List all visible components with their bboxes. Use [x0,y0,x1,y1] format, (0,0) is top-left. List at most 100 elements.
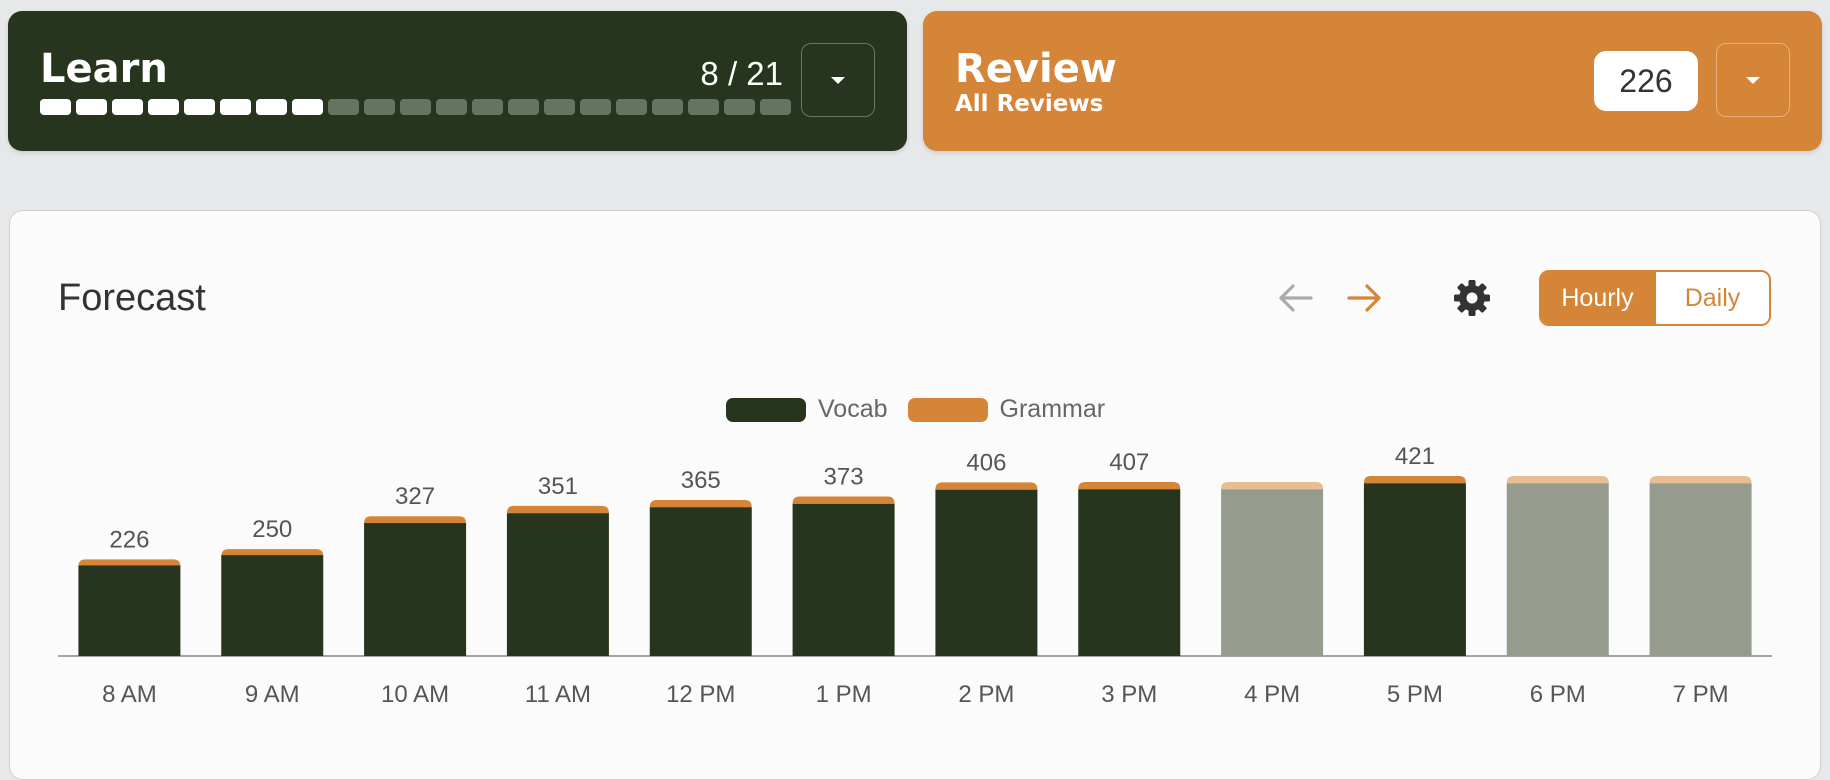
progress-segment [652,99,683,115]
daily-toggle-button[interactable]: Daily [1654,272,1769,324]
x-tick-label: 6 PM [1530,681,1586,708]
caret-down-icon [1746,76,1760,84]
progress-segment [148,99,179,115]
bar-grammar [1363,476,1466,484]
bar-grammar [221,549,324,557]
bar-group: 407 3 PM [1078,449,1181,708]
bar-vocab [1078,489,1181,656]
bar-vocab [935,489,1038,656]
progress-segment [436,99,467,115]
x-tick-label: 12 PM [666,681,735,708]
bar-vocab [506,513,609,656]
review-title: Review [955,46,1117,92]
bar-vocab [1221,489,1324,656]
bar-total-label: 406 [966,449,1006,476]
bar-group: 327 10 AM [364,483,467,708]
learn-dropdown-button[interactable] [801,43,875,117]
x-tick-label: 2 PM [958,681,1014,708]
prev-arrow-button[interactable] [1270,273,1320,323]
progress-segment [400,99,431,115]
legend-item-vocab: Vocab [726,395,888,424]
x-tick-label: 8 AM [102,681,157,708]
bar-grammar [506,505,609,514]
bar-vocab [1363,483,1466,656]
bar-vocab [221,555,324,656]
chart-legend: Vocab Grammar [726,395,1113,424]
progress-segment [76,99,107,115]
review-card[interactable]: Review All Reviews 226 [923,11,1822,151]
learn-card[interactable]: Learn 8 / 21 [8,11,907,151]
legend-item-grammar: Grammar [907,395,1106,424]
x-tick-label: 10 AM [381,681,449,708]
hourly-toggle-button[interactable]: Hourly [1541,272,1654,324]
review-subtitle: All Reviews [955,91,1104,117]
forecast-panel: Forecast Hourly Daily [9,210,1821,780]
bar-total-label: 226 [109,526,149,553]
progress-segment [364,99,395,115]
bar-total-label: 327 [395,483,435,510]
progress-segment [580,99,611,115]
bar-total-label: 421 [1395,443,1435,470]
gear-icon [1454,280,1490,316]
progress-segment [544,99,575,115]
bar-group: 365 12 PM [649,467,752,708]
x-tick-label: 5 PM [1387,681,1443,708]
bar-total-label: 373 [824,464,864,491]
bar-grammar [1221,481,1324,490]
legend-label-vocab: Vocab [818,395,888,423]
bar-vocab [792,503,895,656]
caret-down-icon [831,76,845,84]
review-dropdown-button[interactable] [1716,43,1790,117]
bar-group: 406 2 PM [935,449,1038,708]
x-tick-label: 1 PM [816,681,872,708]
progress-segment [40,99,71,115]
bar-grammar [364,516,467,524]
x-tick-label: 9 AM [245,681,300,708]
bar-grammar [1078,481,1181,490]
bar-total-label: 407 [1109,449,1149,476]
arrow-right-icon [1347,284,1381,312]
legend-label-grammar: Grammar [999,395,1106,423]
forecast-title: Forecast [58,277,206,319]
progress-segment [688,99,719,115]
bar-vocab [1649,483,1752,656]
bar-vocab [364,523,467,656]
bar-group: 226 8 AM [78,526,181,708]
bar-group: 7 PM [1649,476,1752,708]
x-tick-label: 3 PM [1101,681,1157,708]
arrow-left-icon [1279,284,1313,312]
bar-group: 6 PM [1506,476,1609,708]
bar-grammar [935,482,1038,490]
progress-segment [220,99,251,115]
bar-total-label: 250 [252,516,292,543]
bar-grammar [1506,476,1609,484]
next-arrow-button[interactable] [1340,273,1390,323]
bar-vocab [78,565,181,656]
bar-grammar [792,496,895,504]
bar-group: 351 11 AM [506,473,609,708]
bar-group: 250 9 AM [221,516,324,708]
x-tick-label: 4 PM [1244,681,1300,708]
forecast-chart: 226 8 AM 250 9 AM 327 10 AM 351 11 AM 365 12 PM 37… [58,443,1772,708]
x-tick-label: 11 AM [525,681,591,708]
bar-total-label: 351 [538,473,578,500]
progress-segment [256,99,287,115]
learn-progress-bar [40,99,791,115]
bar-grammar [78,559,181,567]
review-count-badge: 226 [1594,51,1698,111]
progress-segment [184,99,215,115]
settings-button[interactable] [1447,273,1497,323]
progress-segment [328,99,359,115]
interval-toggle[interactable]: Hourly Daily [1539,270,1771,326]
x-tick-label: 7 PM [1673,681,1729,708]
bar-group: 373 1 PM [792,464,895,708]
learn-count: 8 / 21 [700,55,783,92]
bar-group: 421 5 PM [1363,443,1466,708]
bar-vocab [649,507,752,656]
progress-segment [760,99,791,115]
progress-segment [112,99,143,115]
bar-grammar [649,499,752,508]
bar-vocab [1506,483,1609,656]
bar-total-label: 365 [681,467,721,494]
bar-group: 4 PM [1221,481,1324,708]
